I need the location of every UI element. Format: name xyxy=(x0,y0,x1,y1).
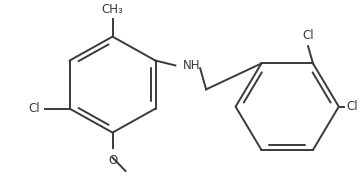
Text: NH: NH xyxy=(183,59,201,72)
Text: CH₃: CH₃ xyxy=(102,3,123,17)
Text: Cl: Cl xyxy=(302,29,314,42)
Text: O: O xyxy=(108,154,117,167)
Text: Cl: Cl xyxy=(347,100,359,113)
Text: Cl: Cl xyxy=(28,102,40,115)
